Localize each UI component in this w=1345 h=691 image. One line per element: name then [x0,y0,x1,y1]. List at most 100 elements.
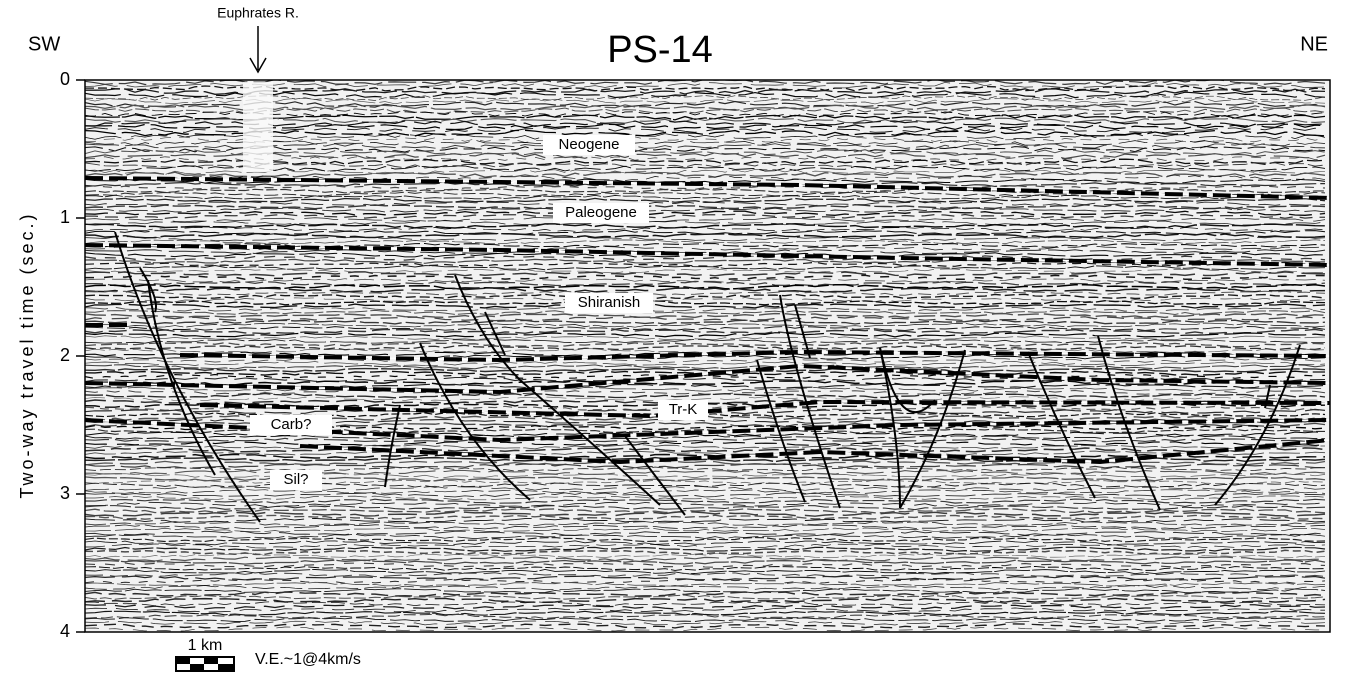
horizon-label: Neogene [559,136,620,153]
y-tick-label: 3 [60,483,70,503]
reflector [85,300,1326,306]
reflector [85,492,1326,498]
reflector [85,514,1326,520]
reflector [85,197,1326,204]
reflector [85,255,1326,261]
reflector [85,540,1326,546]
seismic-texture [85,80,1326,632]
reflector [85,604,1326,610]
reflector [85,91,1326,99]
reflector [85,156,1326,162]
reflector [85,126,1326,134]
reflector [85,213,1325,220]
reflector [85,572,1326,578]
reflector [85,450,1326,456]
reflector [85,111,1326,118]
reflector [85,453,1326,460]
reflector [85,392,1326,399]
reflector [85,358,1325,363]
reflector [85,309,1326,316]
axis-label: Two-way travel time (sec.) [17,211,37,498]
reflector [85,463,1325,469]
reflector [85,171,1326,178]
reflector [85,476,1326,482]
reflector [85,129,1326,137]
reflector [85,555,1326,562]
reflector [85,575,1326,581]
reflector [85,88,1326,95]
scale-bar [175,656,235,672]
reflector [85,489,1326,494]
reflector [85,203,1326,210]
reflector [85,344,1326,351]
reflector [85,328,1326,335]
reflector [85,326,1326,331]
reflector [85,283,1326,290]
reflector [85,361,1326,367]
reflector [85,248,1326,254]
reflector [85,543,1326,549]
reflector [85,100,1326,108]
reflector [85,553,1326,559]
reflector [85,588,1326,594]
reflector [85,306,1326,312]
direction-label: NE [1300,33,1328,55]
reflector [85,456,1326,463]
reflector [85,143,1326,149]
scale-label: 1 km [188,637,223,654]
reflector [85,546,1326,552]
direction-label: SW [28,33,60,55]
reflector [85,562,1326,568]
faults [114,231,1301,523]
reflector [85,290,1326,296]
reflector [85,217,1326,223]
horizon-label: Shiranish [578,294,641,311]
reflector [85,85,1326,92]
reflector [85,265,1326,271]
y-tick-label: 0 [60,69,70,89]
reflector [85,565,1326,571]
reflector [85,501,1326,507]
reflector [85,569,1326,575]
horizon-label: Sil? [283,471,308,488]
reflector [85,601,1326,607]
reflector [85,479,1326,485]
reflector [85,364,1326,370]
reflector [85,428,1325,434]
reflector [85,123,1326,131]
reflector [85,148,1326,156]
reflector [85,210,1326,216]
reflector [85,293,1326,300]
y-tick-label: 4 [60,621,70,641]
reflector [85,626,1325,632]
reflector [85,80,1326,86]
reflector [85,441,1326,447]
reflector [85,597,1326,603]
reflector [85,139,1326,146]
reflector [85,530,1326,536]
reflector [85,245,1326,251]
reflector [85,437,1326,444]
reflector [85,495,1326,501]
reflector [85,236,1326,242]
reflector [85,508,1326,514]
reflector [85,444,1326,450]
y-tick-label: 2 [60,345,70,365]
reflector [85,370,1325,377]
reflector [85,113,1326,121]
reflector [85,591,1326,597]
reflector [85,271,1326,277]
reflector [85,107,1326,114]
reflector [85,559,1326,565]
reflector [85,505,1326,511]
reflector [85,473,1326,479]
reflector [85,319,1326,325]
reflector [85,348,1326,354]
reflector [85,287,1326,293]
reflector [85,517,1326,523]
reflector [85,332,1326,338]
reflector [85,97,1326,105]
reflector [85,194,1326,200]
